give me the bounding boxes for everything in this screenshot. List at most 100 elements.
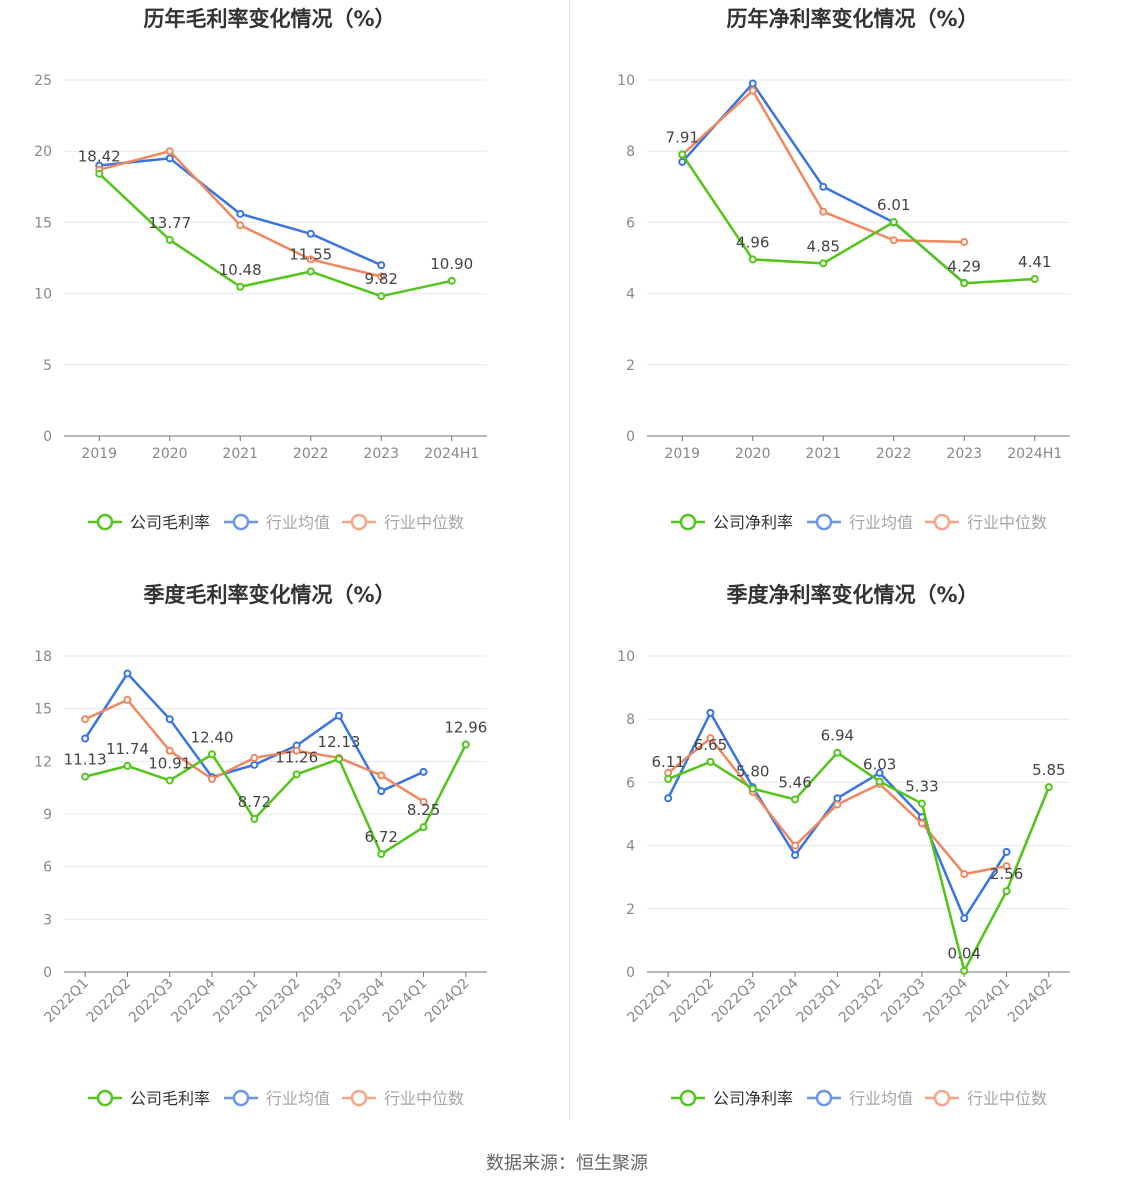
legend-label: 行业均值 bbox=[849, 1089, 913, 1108]
legend-marker bbox=[350, 513, 368, 531]
legend-label: 公司毛利率 bbox=[130, 513, 210, 532]
x-tick-label: 2022Q2 bbox=[667, 976, 718, 1027]
legend-item-company[interactable]: 公司毛利率 bbox=[88, 1089, 210, 1108]
x-tick-label: 2024Q1 bbox=[963, 976, 1014, 1027]
chart-annual-gross: 历年毛利率变化情况（%） 0 5 10 15 20 25 2019 2020 2021 2022 20… bbox=[34, 7, 487, 532]
legend-marker bbox=[232, 1089, 250, 1107]
data-point-company bbox=[1044, 783, 1053, 792]
data-label: 4.85 bbox=[807, 237, 840, 255]
data-point-median bbox=[377, 771, 386, 780]
data-point-median bbox=[791, 841, 800, 850]
legend-marker bbox=[933, 1089, 951, 1107]
legend-marker bbox=[96, 1089, 114, 1107]
data-point-company bbox=[236, 282, 245, 291]
data-point-company bbox=[791, 795, 800, 804]
x-tick-label: 2021 bbox=[222, 446, 258, 462]
chart-annual-net: 历年净利率变化情况（%） 0 2 4 6 8 10 2019 2020 2021 2022 2023 2… bbox=[617, 7, 1070, 532]
legend-label: 公司毛利率 bbox=[130, 1089, 210, 1108]
x-tick-label: 2024H1 bbox=[424, 446, 479, 462]
data-point-median bbox=[819, 207, 828, 216]
legend-marker bbox=[679, 513, 697, 531]
data-label: 5.33 bbox=[905, 778, 938, 796]
y-tick-label: 4 bbox=[626, 287, 635, 303]
data-point-avg bbox=[236, 209, 245, 218]
legend-item-company[interactable]: 公司净利率 bbox=[671, 1089, 793, 1108]
data-point-company bbox=[819, 259, 828, 268]
x-tick-label: 2023Q2 bbox=[253, 976, 304, 1027]
data-point-company bbox=[875, 777, 884, 786]
legend-marker bbox=[679, 1089, 697, 1107]
data-label: 11.26 bbox=[275, 748, 318, 766]
data-point-avg bbox=[419, 767, 428, 776]
legend-label: 行业中位数 bbox=[967, 1089, 1047, 1108]
data-point-avg bbox=[960, 914, 969, 923]
y-tick-label: 8 bbox=[626, 712, 635, 728]
legend-item-median[interactable]: 行业中位数 bbox=[925, 513, 1047, 532]
y-tick-label: 20 bbox=[34, 144, 52, 160]
legend-item-avg[interactable]: 行业均值 bbox=[224, 513, 330, 532]
legend-item-company[interactable]: 公司净利率 bbox=[671, 513, 793, 532]
data-label: 6.65 bbox=[694, 736, 727, 754]
legend-item-avg[interactable]: 行业均值 bbox=[807, 1089, 913, 1108]
y-tick-label: 10 bbox=[617, 649, 635, 665]
x-tick-label: 2022Q4 bbox=[168, 975, 219, 1026]
data-point-company bbox=[960, 279, 969, 288]
legend-label: 公司净利率 bbox=[713, 513, 793, 532]
data-point-median bbox=[960, 237, 969, 246]
chart-panel-annual-net: 历年净利率变化情况（%） 0 2 4 6 8 10 2019 2020 2021 2022 2023 2… bbox=[567, 0, 1134, 576]
y-tick-label: 6 bbox=[626, 215, 635, 231]
legend-item-median[interactable]: 行业中位数 bbox=[342, 513, 464, 532]
data-point-company bbox=[461, 740, 470, 749]
data-point-median bbox=[250, 753, 259, 762]
x-tick-label: 2024Q2 bbox=[422, 976, 473, 1027]
data-point-avg bbox=[833, 794, 842, 803]
y-tick-label: 0 bbox=[43, 429, 52, 445]
data-point-company bbox=[123, 761, 132, 770]
x-tick-label: 2023Q2 bbox=[836, 976, 887, 1027]
legend-item-avg[interactable]: 行业均值 bbox=[224, 1089, 330, 1108]
legend-label: 行业中位数 bbox=[967, 513, 1047, 532]
y-tick-label: 3 bbox=[43, 912, 52, 928]
legend-item-company[interactable]: 公司毛利率 bbox=[88, 513, 210, 532]
data-point-company bbox=[447, 276, 456, 285]
legend-item-avg[interactable]: 行业均值 bbox=[807, 513, 913, 532]
x-tick-label: 2022Q3 bbox=[709, 976, 760, 1027]
data-point-company bbox=[706, 757, 715, 766]
legend-item-median[interactable]: 行业中位数 bbox=[342, 1089, 464, 1108]
data-point-avg bbox=[875, 768, 884, 777]
data-label: 4.41 bbox=[1018, 253, 1051, 271]
x-tick-label: 2022 bbox=[876, 446, 912, 462]
data-point-company bbox=[250, 814, 259, 823]
data-point-avg bbox=[165, 715, 174, 724]
legend-item-median[interactable]: 行业中位数 bbox=[925, 1089, 1047, 1108]
x-tick-label: 2022 bbox=[293, 446, 329, 462]
data-point-company bbox=[917, 799, 926, 808]
chart-title: 季度净利率变化情况（%） bbox=[726, 583, 978, 607]
data-point-company bbox=[748, 255, 757, 264]
data-point-company bbox=[377, 850, 386, 859]
legend-label: 公司净利率 bbox=[713, 1089, 793, 1108]
y-tick-label: 15 bbox=[34, 702, 52, 718]
data-point-median bbox=[706, 734, 715, 743]
chart-panel-annual-gross: 历年毛利率变化情况（%） 0 5 10 15 20 25 2019 2020 2021 2022 20… bbox=[0, 0, 567, 576]
legend-marker bbox=[232, 513, 250, 531]
legend-marker bbox=[350, 1089, 368, 1107]
data-point-company bbox=[377, 292, 386, 301]
data-point-avg bbox=[377, 787, 386, 796]
data-point-company bbox=[165, 235, 174, 244]
data-point-median bbox=[377, 272, 386, 281]
x-tick-label: 2021 bbox=[805, 446, 841, 462]
x-tick-label: 2024Q1 bbox=[380, 976, 431, 1027]
data-point-company bbox=[208, 750, 217, 759]
data-point-avg bbox=[250, 760, 259, 769]
x-tick-label: 2022Q1 bbox=[41, 976, 92, 1027]
data-label: 5.85 bbox=[1032, 761, 1065, 779]
x-tick-label: 2023 bbox=[363, 446, 399, 462]
data-point-median bbox=[1002, 862, 1011, 871]
data-label: 12.13 bbox=[317, 733, 360, 751]
x-tick-label: 2023 bbox=[946, 446, 982, 462]
data-point-company bbox=[95, 169, 104, 178]
y-tick-label: 4 bbox=[626, 839, 635, 855]
chart-quarter-gross: 季度毛利率变化情况（%） 0 3 6 9 12 15 18 2022Q12022Q22022Q3… bbox=[34, 583, 487, 1108]
panel-divider bbox=[569, 0, 570, 1120]
